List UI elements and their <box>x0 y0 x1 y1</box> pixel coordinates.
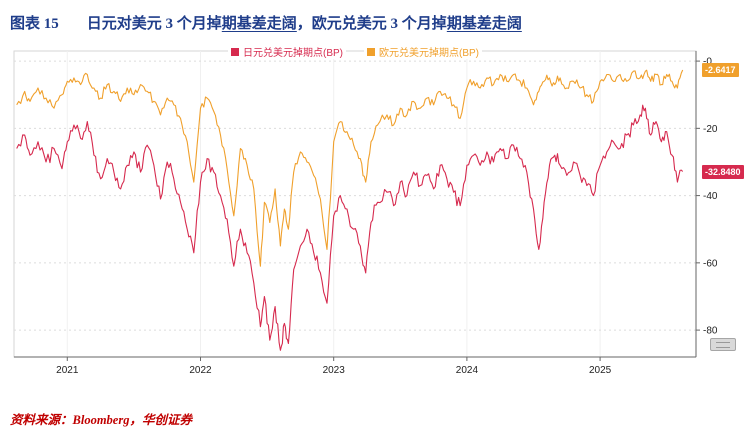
y-tick-label: -60 <box>703 258 718 269</box>
y-tick-label: -40 <box>703 191 718 202</box>
x-tick-label: 2024 <box>456 365 479 376</box>
y-tick-label: -20 <box>703 124 718 135</box>
title-underline-1: 期基差走阔 <box>221 16 297 32</box>
jpy-usd-swap-line <box>16 104 684 351</box>
chart-canvas: -0 -20 -40 -60 -80 2021 2022 2023 2024 2025 <box>13 50 718 376</box>
y-tick-label: -80 <box>703 326 718 337</box>
grip-icon <box>716 342 730 348</box>
eur-usd-swap-line <box>16 69 684 267</box>
title-text-1: 日元对美元 3 个月掉 <box>86 16 222 32</box>
x-tick-label: 2022 <box>189 365 212 376</box>
plot-frame <box>13 50 697 358</box>
figure-15-panel: 图表 15 日元对美元 3 个月掉期基差走阔，欧元兑美元 3 个月掉期基差走阔 -… <box>0 0 750 428</box>
y-tick-label: -0 <box>703 57 712 68</box>
x-tick-label: 2023 <box>323 365 346 376</box>
eur-last-value-badge: -2.6417 <box>702 62 739 77</box>
title-underline-2: 期基差走阔 <box>446 16 522 32</box>
figure-tag: 图表 15 <box>10 16 59 32</box>
x-tick-label: 2025 <box>589 365 612 376</box>
figure-title: 图表 15 日元对美元 3 个月掉期基差走阔，欧元兑美元 3 个月掉期基差走阔 <box>0 0 750 35</box>
jpy-last-value-badge: -32.8480 <box>702 164 744 179</box>
title-text-2: ，欧元兑美元 3 个月掉 <box>296 16 447 32</box>
source-note: 资料来源：Bloomberg，华创证券 <box>10 409 750 428</box>
chart-resize-widget[interactable] <box>710 338 736 351</box>
source-value: Bloomberg，华创证券 <box>72 413 192 427</box>
source-label: 资料来源： <box>10 413 73 427</box>
x-tick-label: 2021 <box>56 365 79 376</box>
